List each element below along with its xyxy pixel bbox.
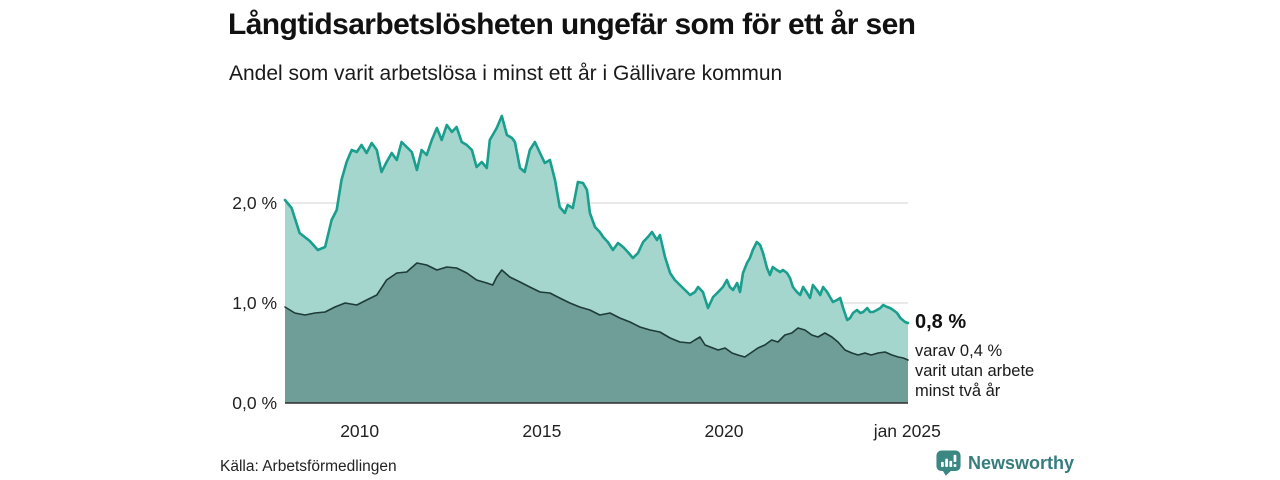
x-tick-label: 2020 [704,421,744,441]
end-annotation-description: varav 0,4 % varit utan arbete minst två år [915,341,1075,401]
y-tick-label: 2,0 % [232,193,277,213]
x-tick-label: jan 2025 [873,421,941,441]
y-tick-label: 1,0 % [232,293,277,313]
newsworthy-wordmark: Newsworthy [968,452,1075,473]
end-annotation-value: 0,8 % [915,311,967,333]
y-tick-label: 0,0 % [232,393,277,413]
end-annotation: 0,8 % varav 0,4 % varit utan arbete minst … [915,309,1075,401]
end-annotation-line: varit utan arbete [915,362,1035,380]
end-annotation-line: varav 0,4 % [915,342,1003,360]
newsworthy-logo[interactable]: Newsworthy [936,450,1074,476]
line-series-1 [283,114,910,325]
area-fill-series-2 [285,263,908,403]
line-series-2 [284,262,909,361]
page-title: Långtidsarbetslösheten ungefär som för e… [228,8,916,41]
chart-subtitle: Andel som varit arbetslösa i minst ett å… [229,62,783,85]
x-tick-label: 2015 [522,421,562,441]
newsworthy-bubble-chart-icon [936,450,961,476]
end-annotation-line: minst två år [915,382,1001,400]
x-tick-label: 2010 [340,421,380,441]
source-label: Källa: Arbetsförmedlingen [220,458,397,475]
